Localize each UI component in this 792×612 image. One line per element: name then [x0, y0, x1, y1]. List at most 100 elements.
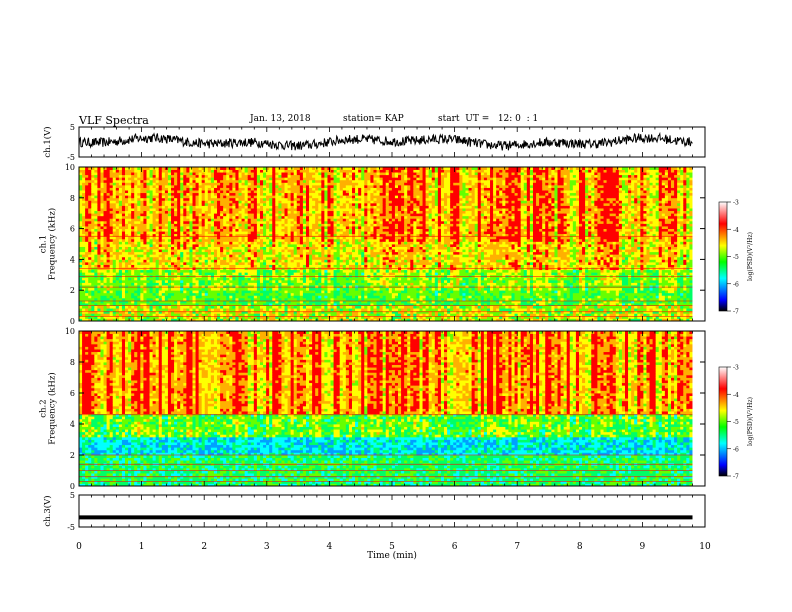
spectrogram-cell: [245, 293, 248, 296]
spectrogram-cell: [288, 252, 291, 255]
spectrogram-cell: [278, 241, 281, 244]
spectrogram-cell: [285, 226, 288, 229]
spectrogram-cell: [177, 272, 180, 275]
spectrogram-cell: [269, 277, 272, 280]
spectrogram-cell: [242, 195, 245, 198]
spectrogram-cell: [134, 172, 137, 175]
spectrogram-cell: [263, 308, 266, 311]
spectrogram-cell: [251, 175, 254, 178]
spectrogram-cell: [315, 188, 318, 191]
spectrogram-cell: [278, 259, 281, 262]
spectrogram-cell: [248, 293, 251, 296]
spectrogram-cell: [88, 298, 91, 301]
spectrogram-cell: [79, 285, 82, 288]
spectrogram-cell: [257, 236, 260, 239]
spectrogram-cell: [107, 208, 110, 211]
spectrogram-cell: [150, 257, 153, 260]
spectrogram-cell: [220, 231, 223, 234]
spectrogram-cell: [186, 295, 189, 298]
spectrogram-cell: [88, 249, 91, 252]
spectrogram-cell: [281, 247, 284, 250]
spectrogram-cell: [214, 188, 217, 191]
spectrogram-cell: [192, 180, 195, 183]
spectrogram-cell: [177, 308, 180, 311]
spectrogram-cell: [327, 257, 330, 260]
spectrogram-cell: [122, 311, 125, 314]
spectrogram-cell: [168, 185, 171, 188]
spectrogram-cell: [125, 221, 128, 224]
spectrogram-cell: [88, 272, 91, 275]
spectrogram-cell: [242, 244, 245, 247]
spectrogram-cell: [321, 211, 324, 214]
spectrogram-cell: [199, 226, 202, 229]
spectrogram-cell: [119, 229, 122, 232]
spectrogram-cell: [104, 249, 107, 252]
spectrogram-cell: [220, 221, 223, 224]
spectrogram-cell: [205, 180, 208, 183]
spectrogram-cell: [116, 185, 119, 188]
spectrogram-cell: [168, 206, 171, 209]
spectrogram-cell: [300, 265, 303, 268]
spectrogram-cell: [321, 254, 324, 257]
spectrogram-cell: [146, 223, 149, 226]
spectrogram-cell: [113, 254, 116, 257]
spectrogram-cell: [192, 239, 195, 242]
spectrogram-cell: [260, 247, 263, 250]
spectrogram-cell: [113, 306, 116, 309]
spectrogram-cell: [294, 239, 297, 242]
spectrogram-cell: [239, 290, 242, 293]
spectrogram-cell: [272, 239, 275, 242]
spectrogram-cell: [278, 226, 281, 229]
spectrogram-cell: [239, 249, 242, 252]
spectrogram-cell: [146, 285, 149, 288]
spectrogram-cell: [327, 272, 330, 275]
spectrogram-cell: [260, 306, 263, 309]
spectrogram-cell: [309, 247, 312, 250]
spectrogram-cell: [318, 175, 321, 178]
spectrogram-cell: [312, 206, 315, 209]
spectrogram-cell: [153, 223, 156, 226]
spectrogram-cell: [91, 298, 94, 301]
spectrogram-cell: [137, 285, 140, 288]
spectrogram-cell: [300, 211, 303, 214]
spectrogram-cell: [171, 277, 174, 280]
spectrogram-cell: [272, 277, 275, 280]
spectrogram-cell: [79, 218, 82, 221]
spectrogram-cell: [97, 262, 100, 265]
spectrogram-cell: [309, 206, 312, 209]
spectrogram-cell: [82, 239, 85, 242]
spectrogram-cell: [162, 236, 165, 239]
spectrogram-cell: [196, 198, 199, 201]
spectrogram-cell: [189, 185, 192, 188]
spectrogram-cell: [291, 290, 294, 293]
spectrogram-cell: [306, 288, 309, 291]
spectrogram-cell: [245, 252, 248, 255]
spectrogram-cell: [150, 311, 153, 314]
spectrogram-cell: [324, 223, 327, 226]
spectrogram-cell: [254, 190, 257, 193]
spectrogram-cell: [312, 293, 315, 296]
spectrogram-cell: [297, 218, 300, 221]
spectrogram-cell: [205, 213, 208, 216]
spectrogram-cell: [177, 226, 180, 229]
spectrogram-cell: [208, 257, 211, 260]
spectrogram-cell: [232, 270, 235, 273]
spectrogram-cell: [183, 177, 186, 180]
spectrogram-cell: [217, 200, 220, 203]
spectrogram-cell: [275, 236, 278, 239]
spectrogram-cell: [134, 265, 137, 268]
spectrogram-cell: [165, 188, 168, 191]
spectrogram-cell: [312, 195, 315, 198]
spectrogram-cell: [199, 244, 202, 247]
spectrogram-cell: [263, 270, 266, 273]
spectrogram-cell: [312, 185, 315, 188]
spectrogram-cell: [143, 272, 146, 275]
spectrogram-cell: [202, 195, 205, 198]
spectrogram-cell: [205, 311, 208, 314]
spectrogram-cell: [285, 241, 288, 244]
spectrogram-cell: [248, 177, 251, 180]
spectrogram-cell: [146, 198, 149, 201]
spectrogram-cell: [165, 252, 168, 255]
spectrogram-cell: [202, 295, 205, 298]
spectrogram-cell: [100, 180, 103, 183]
